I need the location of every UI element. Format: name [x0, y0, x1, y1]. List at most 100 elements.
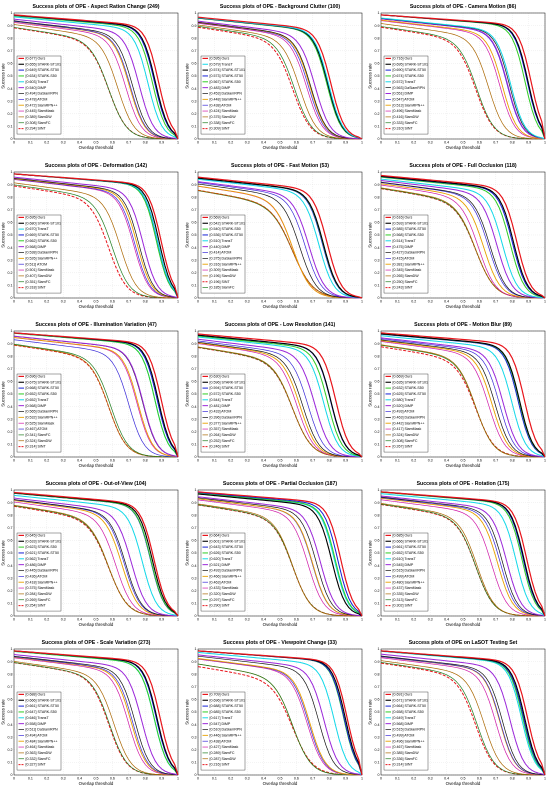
legend-entry: [0.318] SINT [26, 286, 47, 290]
y-tick-label: 0 [11, 296, 13, 300]
y-tick-label: 0 [11, 773, 13, 777]
y-tick-label: 0.7 [375, 49, 380, 53]
x-tick-label: 0.1 [395, 459, 400, 463]
series-line-siamfc [13, 26, 179, 140]
x-tick-label: 0.6 [110, 300, 115, 304]
legend-entry: [0.377] SiamRPN++ [210, 421, 242, 425]
x-tick-label: 0 [380, 618, 382, 622]
y-tick-label: 0.4 [375, 246, 380, 250]
y-tick-label: 0.7 [375, 526, 380, 530]
chart-title: Success plots of OPE - Deformation (142) [45, 163, 148, 169]
legend-entry: [0.551] DiMP [393, 92, 414, 96]
y-tick-label: 1 [195, 329, 197, 333]
legend-entry: [0.569] Ours [210, 216, 230, 220]
x-tick-label: 0.4 [261, 618, 266, 622]
y-tick-label: 0.3 [192, 99, 197, 103]
legend-entry: [0.630] Ours [210, 375, 230, 379]
x-tick-label: 1 [361, 141, 363, 145]
legend-entry: [0.671] STARK-ST101 [393, 698, 429, 702]
series-line-dasiamrpn [13, 655, 179, 776]
y-tick-label: 0.9 [375, 24, 380, 28]
series-line-dasiamrpn [13, 499, 179, 617]
legend-entry: [0.526] SiamRPN++ [26, 256, 58, 260]
y-tick-label: 0.8 [192, 513, 197, 517]
legend-box [16, 214, 62, 294]
legend-entry: [0.494] DaSiamRPN [26, 92, 59, 96]
success-plot-panel: Success plots of OPE - Partial Occlusion… [184, 477, 367, 636]
legend-entry: [0.685] Ours [393, 534, 413, 538]
x-tick-label: 0.5 [461, 459, 466, 463]
success-plot: Success plots of OPE on LaSOT Testing Se… [368, 640, 547, 786]
y-tick-label: 0.5 [375, 551, 380, 555]
y-tick-label: 1 [378, 11, 380, 15]
series-line-atom [13, 20, 179, 140]
y-tick-label: 0.1 [192, 125, 197, 129]
plot-frame [197, 171, 363, 299]
y-tick-label: 0.6 [375, 380, 380, 384]
x-tick-label: 0 [380, 777, 382, 781]
y-tick-label: 0.3 [192, 258, 197, 262]
x-tick-label: 0.8 [327, 618, 332, 622]
legend-entry: [0.483] DiMP [210, 86, 231, 90]
series-line-siamfc [380, 26, 546, 140]
y-tick-label: 0.3 [8, 258, 13, 262]
legend-entry: [0.565] DaSiamRPN [26, 410, 59, 414]
y-tick-label: 0.6 [8, 539, 13, 543]
legend-entry: [0.567] STARK-S50 [210, 80, 241, 84]
series-line-dimp [380, 337, 546, 458]
legend-entry: [0.396] DaSiamRPN [210, 415, 243, 419]
success-plot-panel: Success plots of OPE - Low Resolution (1… [184, 318, 367, 477]
x-tick-label: 0.9 [526, 777, 531, 781]
y-tick-label: 0.2 [375, 430, 380, 434]
x-tick-label: 0.2 [411, 459, 416, 463]
series-line-transt [13, 16, 179, 140]
chart-title: Success plots of OPE - Partial Occlusion… [223, 481, 337, 487]
y-tick-label: 0.9 [8, 183, 13, 187]
x-tick-label: 0.5 [461, 777, 466, 781]
legend-entry: [0.445] SiamMask [26, 109, 55, 113]
x-tick-label: 0.7 [126, 777, 131, 781]
legend-entry: [0.691] Ours [393, 693, 413, 697]
y-tick-label: 0.5 [8, 392, 13, 396]
y-tick-label: 0.3 [8, 417, 13, 421]
series-line-ours [197, 491, 363, 617]
series-line-ours [13, 14, 179, 140]
legend-entry: [0.338] SiamFC [210, 121, 235, 125]
legend-entry: [0.289] SiamFC [210, 751, 235, 755]
series-line-dimp [197, 654, 363, 776]
series-line-dasiamrpn [197, 183, 363, 299]
x-tick-label: 1 [544, 300, 546, 304]
y-tick-label: 0.9 [192, 660, 197, 664]
legend-entry: [0.442] SiamRPN++ [393, 421, 425, 425]
legend-entry: [0.499] ATOM [393, 733, 415, 737]
x-tick-label: 0.5 [94, 777, 99, 781]
y-tick-label: 0.5 [375, 392, 380, 396]
legend-entry: [0.480] SiamRPN++ [393, 580, 425, 584]
plot-frame [13, 489, 179, 617]
legend-entry: [0.513] SiamRPN++ [393, 103, 425, 107]
y-tick-label: 0.6 [8, 221, 13, 225]
x-tick-label: 0 [197, 459, 199, 463]
y-tick-label: 0.1 [8, 761, 13, 765]
success-plot: Success plots of OPE - Viewpoint Change … [185, 640, 364, 786]
legend-entry: [0.695] STARK-ST101 [393, 62, 429, 66]
x-tick-label: 0.6 [294, 141, 299, 145]
series-line-ours [380, 174, 546, 299]
x-tick-label: 0.7 [310, 300, 315, 304]
legend-entry: [0.436] ATOM [26, 574, 48, 578]
success-plot-panel: Success plots of OPE - Illumination Vari… [0, 318, 183, 477]
x-tick-label: 0.9 [343, 141, 348, 145]
legend-entry: [0.634] STARK-S50 [26, 74, 57, 78]
legend-entry: [0.544] TransT [210, 398, 234, 402]
y-tick-label: 0.6 [375, 698, 380, 702]
legend-entry: [0.511] ATOM [26, 262, 48, 266]
series-line-siamrpn- [13, 656, 179, 776]
x-tick-label: 0.4 [77, 618, 82, 622]
x-axis-label: Overlap threshold [263, 304, 298, 309]
legend-entry: [0.510] DaSiamRPN [210, 728, 243, 732]
chart-title: Success plots of OPE - Out-of-View (104) [46, 481, 147, 487]
success-plot: Success plots of OPE - Rotation (175) 00 0… [368, 481, 547, 627]
plot-frame [380, 12, 546, 140]
success-plot: Success plots of OPE - Camera Motion (86… [368, 4, 547, 150]
x-tick-label: 0 [13, 141, 15, 145]
